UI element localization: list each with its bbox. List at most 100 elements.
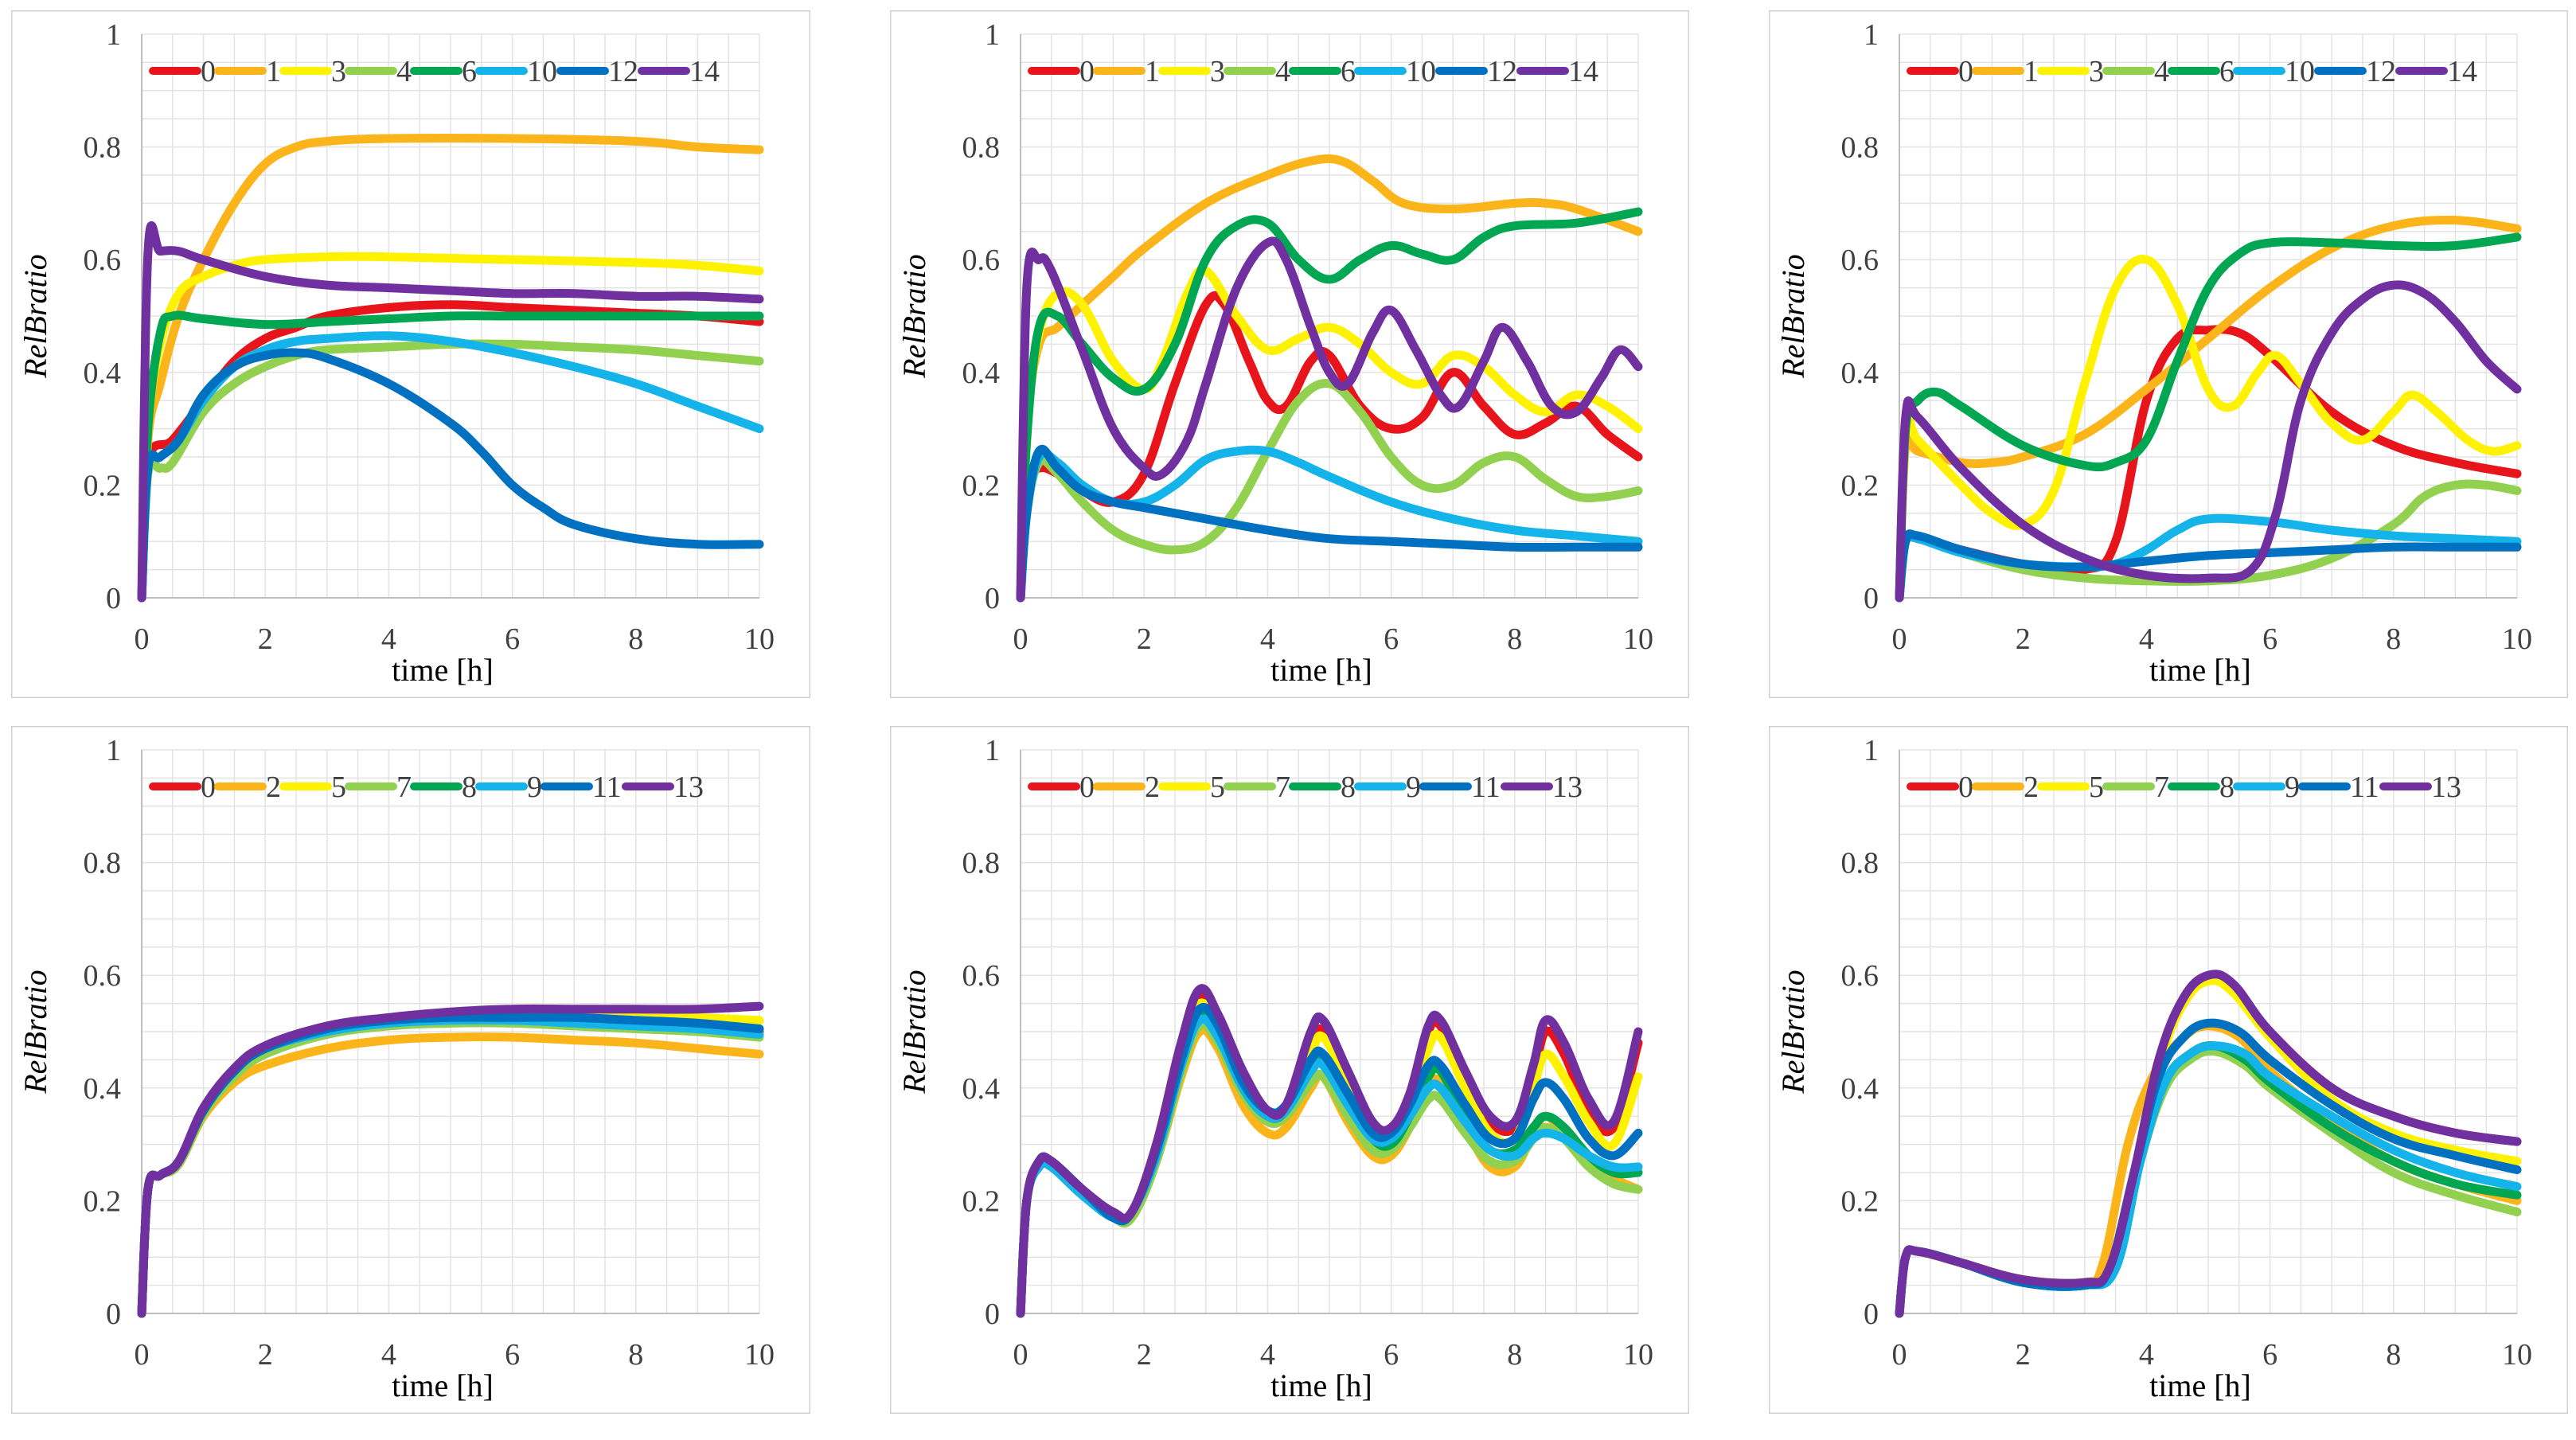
legend-entry-13: 13 bbox=[622, 771, 704, 804]
x-tick-label: 4 bbox=[2139, 1338, 2154, 1372]
x-tick-label: 0 bbox=[135, 622, 150, 656]
legend-label: 0 bbox=[201, 55, 216, 88]
legend-label: 9 bbox=[527, 771, 542, 804]
y-tick-label: 0.6 bbox=[84, 959, 122, 993]
legend-label: 11 bbox=[592, 771, 622, 804]
series-line-14 bbox=[1895, 280, 2522, 603]
legend-label: 2 bbox=[1145, 771, 1160, 804]
legend-entry-11: 11 bbox=[2298, 771, 2379, 804]
legend-label: 4 bbox=[396, 55, 412, 88]
legend-label: 0 bbox=[1958, 771, 1973, 804]
legend-entry-4: 4 bbox=[1224, 55, 1290, 88]
legend-entry-1: 1 bbox=[214, 55, 281, 88]
legend-label: 14 bbox=[689, 55, 720, 88]
y-tick-label: 0.4 bbox=[1841, 1072, 1879, 1106]
x-tick-label: 8 bbox=[2386, 1338, 2401, 1372]
y-axis-title: RelBratio bbox=[1775, 970, 1811, 1095]
legend-entry-7: 7 bbox=[2102, 771, 2169, 804]
x-tick-label: 0 bbox=[1892, 1338, 1907, 1372]
series-line-14 bbox=[137, 221, 764, 603]
series-line-1 bbox=[1895, 215, 2522, 603]
legend-entry-13: 13 bbox=[2379, 771, 2461, 804]
y-axis-title: RelBratio bbox=[18, 254, 53, 379]
legend-label: 7 bbox=[1275, 771, 1290, 804]
series-line-6 bbox=[1895, 232, 2522, 603]
legend-label: 10 bbox=[1406, 55, 1436, 88]
y-tick-label: 0.4 bbox=[962, 1072, 1001, 1106]
legend-entry-12: 12 bbox=[2314, 55, 2396, 88]
legend-entry-2: 2 bbox=[1972, 771, 2039, 804]
y-tick-label: 0.2 bbox=[84, 469, 122, 502]
legend-label: 8 bbox=[462, 771, 477, 804]
legend-entry-5: 5 bbox=[279, 771, 346, 804]
series-line-6 bbox=[1016, 207, 1643, 603]
x-tick-label: 2 bbox=[1137, 622, 1152, 656]
legend-entry-10: 10 bbox=[1354, 55, 1436, 88]
series-line-6 bbox=[137, 310, 764, 603]
legend-label: 8 bbox=[1341, 771, 1356, 804]
x-tick-label: 8 bbox=[2386, 622, 2401, 656]
legend-entry-0: 0 bbox=[149, 55, 216, 88]
legend-label: 1 bbox=[1145, 55, 1160, 88]
legend-label: 2 bbox=[2024, 771, 2039, 804]
x-tick-label: 6 bbox=[1384, 622, 1399, 656]
x-tick-label: 4 bbox=[381, 1338, 396, 1372]
y-axis-title: RelBratio bbox=[896, 970, 932, 1095]
y-tick-label: 0.6 bbox=[962, 959, 1001, 993]
chart-panel-5: 0 0.2 0.4 0.6 0.8 1 0 2 4 6 8 10 time [h] RelBratio 0 2… bbox=[890, 726, 1689, 1414]
legend-entry-3: 3 bbox=[2037, 55, 2104, 88]
y-tick-label: 0.2 bbox=[962, 1184, 1001, 1218]
x-tick-label: 4 bbox=[1260, 1338, 1275, 1372]
legend-entry-0: 0 bbox=[1907, 55, 1973, 88]
legend-label: 5 bbox=[1210, 771, 1225, 804]
legend-label: 3 bbox=[1210, 55, 1225, 88]
chart-panel-3: 0 0.2 0.4 0.6 0.8 1 0 2 4 6 8 10 time [h] RelBratio 0 1… bbox=[1769, 10, 2568, 698]
legend-label: 0 bbox=[1958, 55, 1973, 88]
x-tick-label: 10 bbox=[2502, 622, 2532, 656]
legend-label: 3 bbox=[2089, 55, 2104, 88]
x-tick-label: 10 bbox=[1623, 622, 1653, 656]
y-tick-label: 1 bbox=[106, 734, 121, 767]
y-tick-label: 0 bbox=[106, 1298, 121, 1331]
y-tick-label: 1 bbox=[1864, 734, 1879, 767]
x-tick-label: 10 bbox=[1623, 1338, 1653, 1372]
legend-entry-9: 9 bbox=[475, 771, 542, 804]
legend-label: 11 bbox=[1471, 771, 1501, 804]
legend-entry-6: 6 bbox=[410, 55, 477, 88]
legend-entry-3: 3 bbox=[279, 55, 346, 88]
series-line-13 bbox=[1895, 970, 2522, 1318]
x-tick-label: 6 bbox=[2262, 622, 2277, 656]
x-axis-title: time [h] bbox=[392, 652, 494, 688]
legend-entry-10: 10 bbox=[475, 55, 557, 88]
y-tick-label: 0.2 bbox=[84, 1184, 122, 1218]
x-tick-label: 2 bbox=[258, 622, 273, 656]
series-line-4 bbox=[1016, 379, 1643, 603]
x-tick-label: 0 bbox=[135, 1338, 150, 1372]
legend-label: 6 bbox=[1341, 55, 1356, 88]
legend-entry-7: 7 bbox=[345, 771, 412, 804]
x-tick-label: 2 bbox=[258, 1338, 273, 1372]
chart-panel-4: 0 0.2 0.4 0.6 0.8 1 0 2 4 6 8 10 time [h] RelBratio 0 2… bbox=[11, 726, 810, 1414]
legend-entry-0: 0 bbox=[1907, 771, 1973, 804]
legend-entry-11: 11 bbox=[541, 771, 622, 804]
y-tick-label: 0.2 bbox=[1841, 1184, 1879, 1218]
y-tick-label: 0.8 bbox=[84, 131, 122, 165]
series-line-13 bbox=[1016, 984, 1643, 1318]
legend-label: 0 bbox=[201, 771, 216, 804]
legend-entry-12: 12 bbox=[556, 55, 638, 88]
x-tick-label: 4 bbox=[1260, 622, 1275, 656]
y-tick-label: 0.6 bbox=[962, 244, 1001, 277]
y-axis-title: RelBratio bbox=[18, 970, 53, 1095]
y-tick-label: 0.8 bbox=[962, 131, 1001, 165]
x-tick-label: 8 bbox=[628, 622, 643, 656]
y-tick-label: 0.6 bbox=[84, 244, 122, 277]
legend-label: 1 bbox=[266, 55, 281, 88]
y-tick-label: 1 bbox=[985, 18, 1000, 52]
x-tick-label: 10 bbox=[744, 622, 775, 656]
series-line-3 bbox=[1895, 255, 2522, 603]
legend-entry-11: 11 bbox=[1419, 771, 1501, 804]
